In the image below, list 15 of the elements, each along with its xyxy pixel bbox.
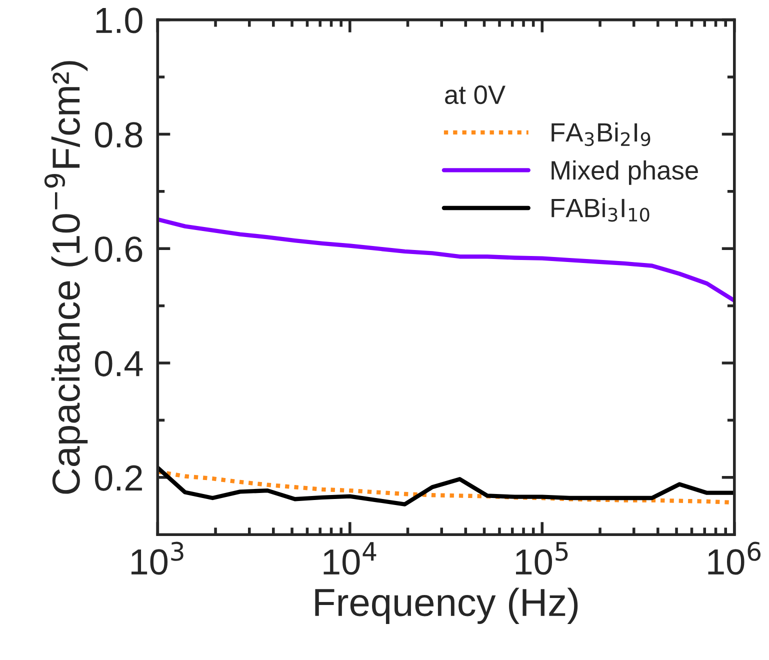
y-tick-label: 0.4: [94, 350, 143, 376]
legend-label: FABi$_{3}$I$_{10}$: [552, 198, 650, 222]
y-tick-label: 0.8: [94, 122, 142, 148]
x-tick-label: 10$^{5}$: [516, 542, 568, 575]
legend-label: FA$_{3}$Bi$_{2}$I$_{9}$: [552, 122, 650, 146]
y-axis-title: Capacitance (10$^{−9}$F/cm²): [44, 61, 88, 494]
x-axis-title: Frequency (Hz): [315, 588, 578, 624]
x-tick-label: 10$^{4}$: [324, 542, 376, 575]
y-tick-label: 0.6: [94, 236, 142, 262]
x-tick-label: 10$^{6}$: [708, 542, 761, 575]
y-tick-label: 0.2: [94, 465, 142, 491]
y-tick-label: 1.0: [96, 8, 142, 34]
legend-title: at 0V: [445, 85, 506, 104]
x-tick-label: 10$^{3}$: [132, 542, 184, 575]
legend-label: Mixed phase: [552, 160, 698, 185]
